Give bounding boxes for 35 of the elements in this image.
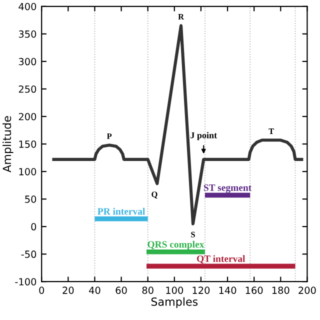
x-tick-label: 40 xyxy=(89,286,100,294)
x-tick-label: 0 xyxy=(39,286,44,294)
annotation: Q xyxy=(152,192,158,198)
x-tick-label: 80 xyxy=(142,286,154,294)
y-tick-label: 250 xyxy=(18,85,36,93)
annotation: S xyxy=(191,232,195,238)
line-series xyxy=(50,24,305,226)
y-axis-title: Amplitude xyxy=(2,116,14,172)
x-tick-label: 20 xyxy=(62,286,74,294)
y-tick-label: 300 xyxy=(18,58,36,66)
series-label: QRS complex xyxy=(148,240,204,250)
x-tick-label: 100 xyxy=(166,286,184,294)
x-tick-label: 120 xyxy=(192,286,210,294)
series-label: PR interval xyxy=(98,208,146,215)
y-tick-label: 100 xyxy=(19,168,36,176)
annotation: R xyxy=(178,14,184,20)
y-tick-label: 400 xyxy=(18,2,36,10)
x-tick-label: 180 xyxy=(272,286,290,294)
annotation: T xyxy=(268,128,274,134)
annotation: J point xyxy=(190,132,217,140)
series-label: ST segment xyxy=(204,184,252,193)
y-tick-label: 50 xyxy=(25,196,36,203)
y-tick-label: -100 xyxy=(15,278,36,286)
x-tick-label: 60 xyxy=(116,286,127,294)
y-tick-label: 0 xyxy=(31,223,36,230)
x-tick-label: 160 xyxy=(246,286,263,294)
x-tick-label: 140 xyxy=(219,286,236,294)
x-axis-title: Samples xyxy=(151,297,198,308)
series-label: QT interval xyxy=(197,255,246,264)
y-tick-label: 150 xyxy=(19,140,36,148)
x-tick-label: 200 xyxy=(298,286,316,294)
y-tick-label: -50 xyxy=(21,250,36,258)
annotation: P xyxy=(106,133,112,139)
y-tick-label: 200 xyxy=(18,112,36,120)
y-tick-label: 350 xyxy=(18,30,36,38)
